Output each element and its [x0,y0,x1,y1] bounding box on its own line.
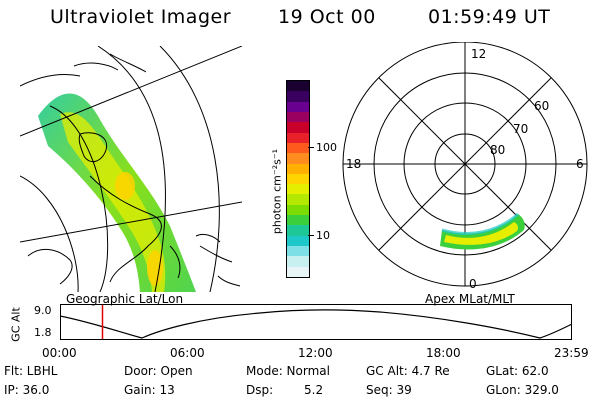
colorbar-swatch [287,142,309,154]
timeline-ytick: 9.0 [34,304,52,317]
mlt-label-right: 6 [576,157,584,171]
latitude-circle [49,105,109,292]
altitude-curve [60,309,572,339]
latitude-circle [20,175,79,292]
colorbar-swatch [287,235,309,246]
timeline-ytick: 1.8 [34,326,52,339]
timeline-ylabel: GC Alt [9,307,23,342]
coastline [169,245,181,279]
gc-altitude: GC Alt: 4.7 Re [366,364,450,378]
geo-latitude: GLat: 62.0 [486,364,549,378]
aurora-oval-edge [441,212,520,235]
colorbar-unit-label: photon cm⁻²s⁻¹ [270,148,284,235]
polar-caption: Apex MLat/MLT [425,292,515,306]
colorbar-swatch [287,111,309,123]
colorbar-swatch [287,215,309,226]
sequence-value: Seq: 39 [366,383,412,397]
timeline-xtick: 00:00 [42,346,77,360]
colorbar-tick [308,235,314,236]
ip-value: IP: 36.0 [4,383,50,397]
timeline-xtick: 12:00 [298,346,333,360]
colorbar-swatch [287,122,309,133]
polar-mlat-mlt-plot: 12 18 6 0 60 70 80 [342,42,588,291]
colorbar-tick-label: 100 [316,141,337,154]
aurora-bright-spot [115,172,135,200]
colorbar-swatch [287,256,309,267]
colorbar-swatch [287,91,309,102]
orbit-altitude-timeline [60,304,572,340]
filter-value: Flt: LBHL [4,364,58,378]
dsp-label: Dsp: [246,383,274,397]
aurora-band-core [60,112,166,292]
coastline [20,53,147,87]
colorbar-swatch [287,225,309,236]
instrument-title: Ultraviolet Imager [50,6,232,28]
colorbar-swatch [287,194,309,205]
colorbar-swatch [287,173,309,185]
mlt-meridian [378,77,552,251]
aurora-oval-core [444,222,518,245]
colorbar-swatch [287,246,309,257]
aurora-bright-spot [147,250,163,286]
geographic-map-panel [20,46,242,292]
lat-label: 80 [490,143,505,157]
coastline [27,248,73,285]
lat-label: 70 [513,122,528,136]
colorbar-swatch [287,81,309,92]
timeline-xtick: 18:00 [426,346,461,360]
time-label: 01:59:49 UT [428,6,551,28]
mode-value: Mode: Normal [246,364,330,378]
geo-longitude: GLon: 329.0 [486,383,559,397]
latitude-circle [97,46,166,292]
door-status: Door: Open [124,364,193,378]
colorbar-tick [308,147,314,148]
mlt-label-top: 12 [471,47,486,61]
mlt-label-bottom: 0 [469,277,477,291]
coastline [195,233,241,287]
mlt-label-left: 18 [346,157,361,171]
colorbar-tick-label: 10 [316,229,330,242]
colorbar-swatch [287,266,309,277]
dsp-value: 5.2 [304,383,324,397]
date-label: 19 Oct 00 [278,6,376,28]
lat-label: 60 [534,99,549,113]
colorbar-swatch [287,132,309,143]
coastline [89,175,162,283]
timeline-xtick: 23:59 [554,346,589,360]
timeline-frame [60,304,572,340]
intensity-colorbar [286,80,310,278]
timeline-xtick: 06:00 [170,346,205,360]
gain-value: Gain: 13 [124,383,175,397]
coastline [78,132,108,163]
longitude-line [20,46,242,137]
longitude-line [20,201,242,243]
colorbar-swatch [287,204,309,216]
colorbar-swatch [287,101,309,112]
colorbar-swatch [287,184,309,195]
colorbar-swatch [287,163,309,174]
colorbar-swatch [287,153,309,164]
geographic-caption: Geographic Lat/Lon [66,292,184,306]
